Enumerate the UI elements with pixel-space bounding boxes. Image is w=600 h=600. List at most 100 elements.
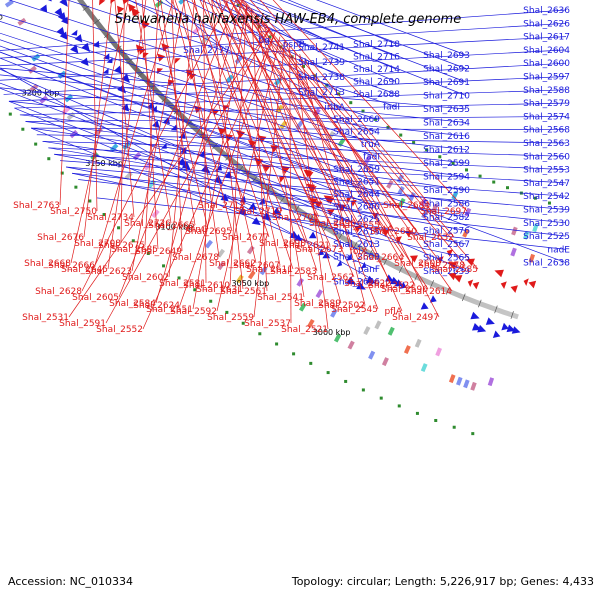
- kbp-label: 3000 kbp: [313, 328, 351, 337]
- reverse-leader-line: [229, 4, 248, 286]
- feature-block: [347, 340, 355, 350]
- forward-leader-line: [19, 102, 567, 116]
- tick-dot: [506, 186, 510, 190]
- reverse-gene-label: Shal_2611: [246, 265, 293, 275]
- forward-gene-label: Shal_2644: [333, 190, 380, 200]
- feature-block: [124, 171, 133, 181]
- feature-block: [414, 338, 422, 348]
- forward-gene-label: Shal_2553: [523, 166, 570, 176]
- reverse-gene: [133, 11, 140, 18]
- reverse-leader-line: [207, 0, 320, 218]
- reverse-leader-line: [68, 27, 271, 318]
- summary-text: Topology: circular; Length: 5,226,917 bp…: [291, 575, 594, 588]
- forward-leader-line: [25, 121, 467, 177]
- forward-gene-label: Shal_2626: [523, 19, 570, 29]
- forward-leader-line: [279, 0, 467, 69]
- backbone-tick: [494, 305, 498, 314]
- tick-dot: [492, 180, 496, 184]
- forward-gene-label: Shal_2716: [353, 53, 400, 63]
- forward-leader-line: [78, 179, 567, 237]
- forward-gene-label: Shal_2597: [523, 73, 570, 83]
- forward-gene-label: Shal_2639: [423, 267, 470, 277]
- reverse-gene-label: Shal_2719: [235, 207, 282, 217]
- reverse-leader-line: [135, 0, 172, 224]
- forward-leader-line: [25, 116, 567, 122]
- forward-gene: [151, 120, 160, 129]
- reverse-leader-line: [299, 54, 366, 306]
- reverse-gene: [99, 0, 106, 6]
- forward-leader-line: [72, 172, 467, 258]
- feature-block: [299, 302, 307, 312]
- tick-dot: [478, 174, 482, 178]
- reverse-gene-label: Shal_2584: [109, 299, 156, 309]
- reverse-gene: [157, 68, 164, 75]
- forward-gene-label: Shal_2582: [423, 213, 470, 223]
- forward-gene: [102, 68, 109, 74]
- forward-gene: [147, 101, 155, 109]
- forward-leader-line: [30, 127, 377, 270]
- reverse-gene-label: Shal_2521: [281, 325, 328, 335]
- reverse-gene: [528, 280, 537, 289]
- reverse-leader-line: [265, 22, 416, 286]
- reverse-leader-line: [230, 0, 405, 258]
- forward-leader-line: [0, 51, 567, 264]
- forward-gene-label: panF: [358, 265, 380, 275]
- tick-dot: [547, 201, 551, 205]
- forward-gene-label: Shal_2567: [423, 240, 470, 250]
- forward-leader-line: [19, 114, 467, 164]
- forward-gene: [74, 34, 83, 43]
- reverse-leader-line: [260, 18, 379, 310]
- reverse-gene: [141, 19, 150, 29]
- forward-gene-label: Shal_2588: [523, 86, 570, 96]
- forward-gene-label: iribA: [324, 103, 345, 113]
- reverse-leader-line: [236, 0, 394, 230]
- backbone-tick: [308, 214, 314, 222]
- forward-gene-label: Shal_2609: [333, 253, 380, 263]
- reverse-gene: [494, 269, 504, 278]
- forward-gene-label: Shal_2612: [423, 146, 470, 156]
- reverse-gene-label: Shal_2696: [309, 219, 356, 229]
- tick-dot: [399, 133, 403, 137]
- backbone-tick: [338, 232, 343, 241]
- feature-block: [456, 376, 463, 386]
- reverse-gene-label: Shal_2726: [124, 219, 171, 229]
- reverse-gene-label: Shal_2559: [207, 313, 254, 323]
- forward-gene-label: Shal_2656: [333, 278, 380, 288]
- forward-leader-line: [199, 0, 397, 82]
- forward-leader-line: [8, 76, 567, 102]
- reverse-gene-label: Shal_2581: [159, 279, 206, 289]
- reverse-leader-line: [249, 0, 455, 238]
- reverse-gene: [139, 48, 146, 55]
- forward-gene-label: Shal_2710: [423, 92, 470, 102]
- feature-block: [315, 289, 324, 299]
- feature-block: [154, 0, 164, 8]
- forward-gene-label: Shal_2574: [523, 112, 570, 122]
- reverse-gene-label: Shal_2673: [296, 245, 343, 255]
- reverse-gene: [258, 135, 267, 144]
- forward-gene: [322, 251, 331, 259]
- reverse-leader-line: [70, 0, 129, 264]
- reverse-gene-label: Shal_2698: [259, 239, 306, 249]
- feature-block: [225, 74, 234, 84]
- forward-gene: [356, 281, 366, 290]
- reverse-leader-line: [153, 0, 209, 230]
- reverse-gene-label: Shal_2592: [170, 307, 217, 317]
- tick-dot: [361, 388, 365, 392]
- reverse-leader-line: [183, 0, 220, 258]
- forward-gene-label: Shal_2599: [423, 159, 470, 169]
- forward-gene: [71, 29, 78, 36]
- reverse-leader-line: [144, 0, 159, 246]
- forward-leader-line: [127, 0, 397, 95]
- forward-gene-label: Shal_2688: [353, 90, 400, 100]
- forward-gene-label: Shal_2635: [423, 105, 470, 115]
- tick-dot: [258, 332, 262, 336]
- forward-gene: [113, 65, 122, 74]
- forward-gene-label: Shal_2625: [333, 215, 380, 225]
- reverse-leader-line: [105, 27, 271, 324]
- tick-dot: [247, 14, 251, 18]
- reverse-leader-line: [59, 0, 70, 206]
- tick-dot: [309, 361, 313, 365]
- feature-block: [66, 111, 76, 121]
- feature-block: [368, 350, 376, 360]
